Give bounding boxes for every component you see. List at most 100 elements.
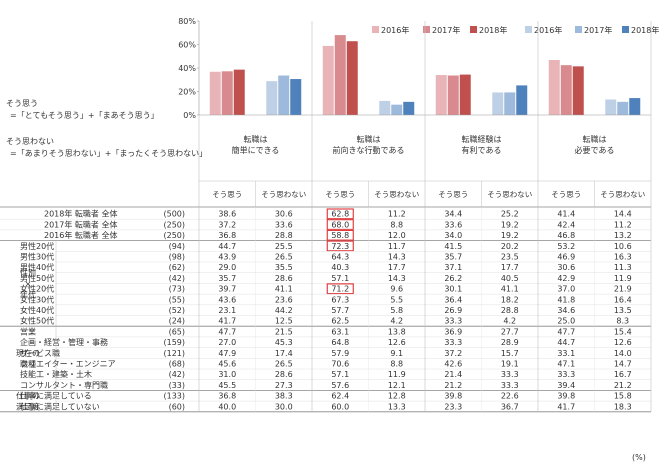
table-cell: 41.1 — [501, 285, 519, 294]
statement-label: 前向きな行動である — [333, 145, 405, 155]
row-label: 男性50代 — [20, 273, 54, 283]
table-cell: 71.2 — [331, 285, 349, 294]
table-cell: 26.9 — [444, 306, 462, 315]
highlight-box — [326, 208, 354, 220]
legend-swatch — [525, 26, 532, 33]
row-sample-size: (24) — [169, 317, 185, 326]
table-cell: 16.3 — [614, 253, 632, 262]
table-cell: 26.2 — [444, 274, 462, 283]
table-cell: 4.2 — [503, 317, 516, 326]
highlight-box — [326, 240, 354, 252]
row-label: 2017年 転職者 全体 — [44, 219, 117, 229]
table-cell: 11.2 — [388, 210, 406, 219]
table-cell: 33.6 — [275, 220, 293, 229]
table-cell: 57.9 — [331, 349, 349, 358]
table-cell: 45.6 — [218, 360, 236, 369]
statement-label: 転職は — [357, 135, 381, 144]
row-group-label: 満足度 — [16, 402, 40, 412]
row-label: 2016年 転職者 全体 — [44, 230, 117, 240]
table-cell: 35.5 — [275, 263, 293, 272]
table-cell: 18.3 — [614, 402, 632, 411]
table-cell: 11.3 — [614, 263, 632, 272]
table-cell: 28.8 — [275, 231, 293, 240]
row-sample-size: (121) — [163, 349, 185, 358]
bar-yes — [572, 66, 584, 115]
row-group-label: × — [25, 279, 32, 288]
table-cell: 58.8 — [331, 231, 349, 240]
table-cell: 16.4 — [614, 295, 632, 304]
legend-swatch — [470, 26, 477, 33]
table-cell: 47.7 — [557, 327, 575, 336]
row-sample-size: (73) — [169, 285, 185, 294]
table-cell: 64.3 — [331, 253, 349, 262]
table-cell: 33.3 — [444, 338, 462, 347]
table-cell: 4.2 — [390, 317, 403, 326]
bar-no — [379, 100, 391, 115]
table-cell: 9.6 — [390, 285, 403, 294]
table-cell: 47.9 — [218, 349, 236, 358]
column-header: そう思わない — [600, 190, 645, 199]
table-cell: 70.6 — [331, 360, 349, 369]
y-tick-label: 20% — [178, 88, 196, 97]
table-cell: 43.6 — [218, 295, 236, 304]
table-cell: 28.8 — [501, 306, 519, 315]
column-header: そう思わない — [374, 190, 419, 199]
row-sample-size: (98) — [169, 253, 185, 262]
table-cell: 41.8 — [557, 295, 575, 304]
bar-yes — [548, 60, 560, 115]
row-sample-size: (68) — [169, 360, 185, 369]
table-cell: 13.3 — [388, 402, 406, 411]
row-label: 男性20代 — [20, 241, 54, 251]
table-cell: 17.7 — [388, 263, 406, 272]
table-cell: 34.6 — [557, 306, 575, 315]
statement-label: 転職は — [244, 135, 268, 144]
table-cell: 39.8 — [557, 392, 575, 401]
table-cell: 30.6 — [557, 263, 575, 272]
table-cell: 28.9 — [501, 338, 519, 347]
table-cell: 34.0 — [444, 231, 462, 240]
table-cell: 67.3 — [331, 295, 349, 304]
table-cell: 41.5 — [444, 242, 462, 251]
legend: 2016年 2017年 2018年 2016年 2017年 2018年 — [372, 25, 659, 35]
legend-label: 2018年 — [479, 25, 507, 35]
table-cell: 36.4 — [444, 295, 462, 304]
table-cell: 19.2 — [501, 220, 519, 229]
table-cell: 27.7 — [501, 327, 519, 336]
column-header: そう思う — [212, 190, 242, 199]
table-cell: 27.0 — [218, 338, 236, 347]
y-tick-label: 0% — [183, 111, 196, 120]
statement-label: 有利である — [462, 145, 502, 155]
table-cell: 28.6 — [275, 370, 293, 379]
row-group-label: 現在の — [16, 348, 40, 358]
table-cell: 18.2 — [501, 295, 519, 304]
table-cell: 39.4 — [557, 381, 575, 390]
row-sample-size: (65) — [169, 327, 185, 336]
table-cell: 45.5 — [218, 381, 236, 390]
row-group-label: 性別 — [20, 267, 36, 277]
table-cell: 8.8 — [390, 220, 403, 229]
row-group-label: 仕事の — [16, 391, 40, 401]
statement-label: 転職は — [583, 135, 607, 144]
bar-yes — [334, 35, 346, 115]
row-label: 男性40代 — [20, 262, 54, 272]
column-header: そう思う — [438, 190, 468, 199]
table-cell: 37.2 — [218, 220, 236, 229]
table-cell: 15.4 — [614, 327, 632, 336]
bar-yes — [221, 71, 233, 115]
table-cell: 47.7 — [218, 327, 236, 336]
table-cell: 15.7 — [501, 349, 519, 358]
bar-yes — [447, 75, 459, 115]
unit-note: (%) — [632, 453, 646, 462]
table-cell: 42.6 — [444, 360, 462, 369]
table-cell: 47.1 — [557, 360, 575, 369]
table-cell: 26.5 — [275, 253, 293, 262]
table-cell: 11.2 — [614, 220, 632, 229]
table-cell: 33.6 — [444, 220, 462, 229]
table-cell: 62.4 — [331, 392, 349, 401]
definition-yes-title: そう思う — [6, 99, 38, 108]
definitions-block: そう思う =「とてもそう思う」+「まあそう思う」 そう思わない =「あまりそう思… — [6, 99, 207, 158]
table-cell: 34.4 — [444, 210, 462, 219]
y-tick-label: 80% — [178, 17, 196, 26]
plot-area — [199, 35, 651, 116]
